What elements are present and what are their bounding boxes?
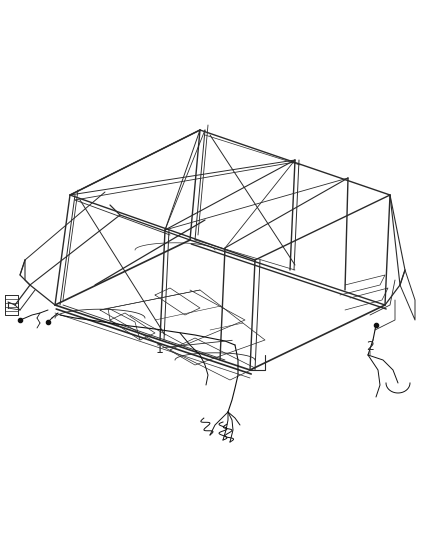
- Text: 2: 2: [366, 340, 374, 353]
- Text: 1: 1: [156, 343, 164, 356]
